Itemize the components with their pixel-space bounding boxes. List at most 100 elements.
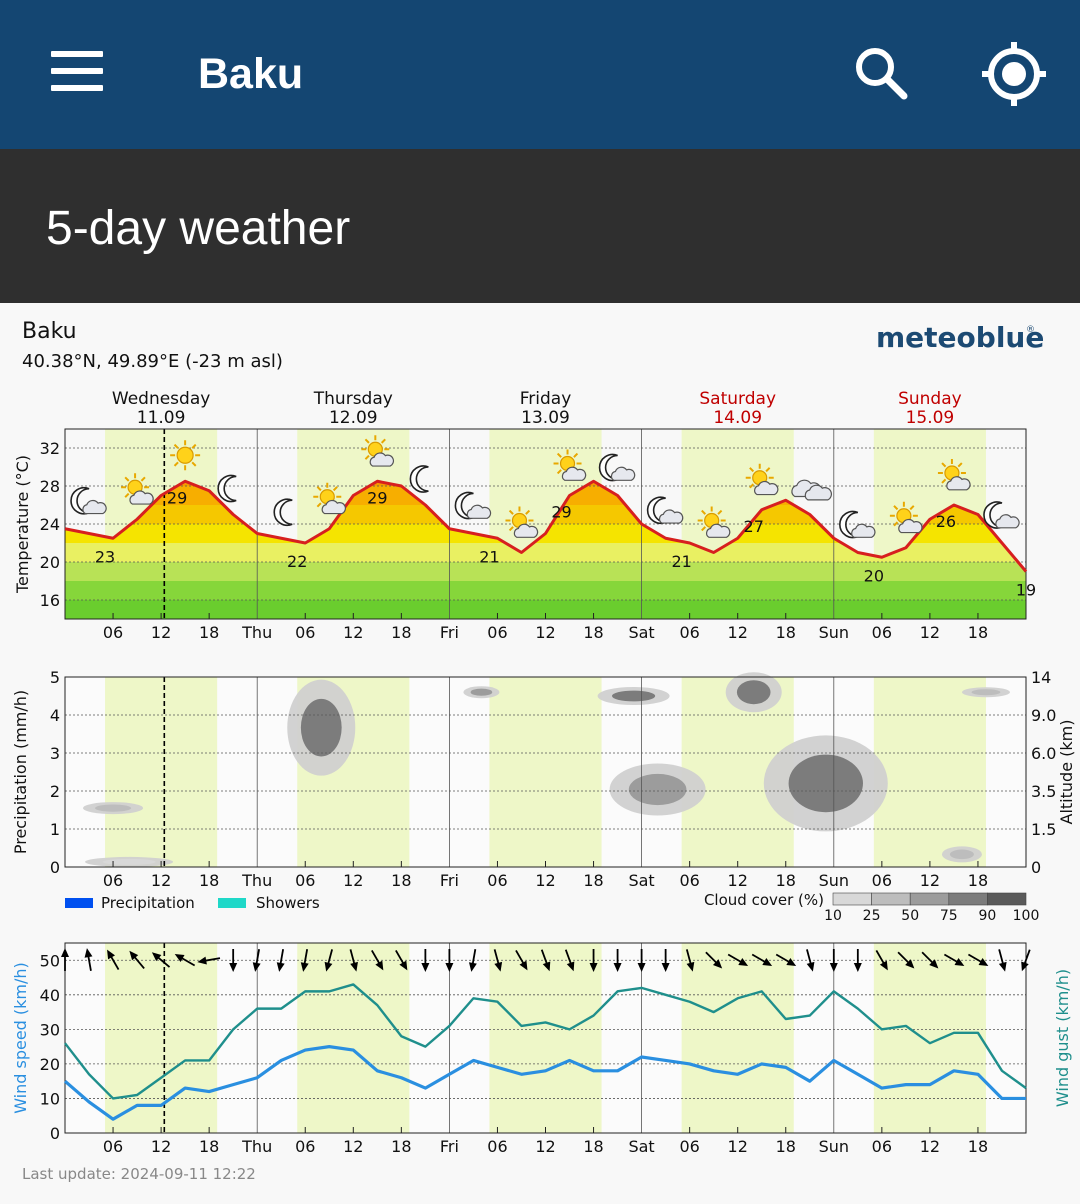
x-tick-label: 12 <box>151 871 171 890</box>
x-tick-label: 18 <box>968 623 988 642</box>
cloud-patch-core <box>300 698 342 757</box>
x-day-label: Sun <box>819 871 849 890</box>
y-tick-label: 10 <box>40 1089 60 1108</box>
cloud-cover-legend-title: Cloud cover (%) <box>704 891 824 909</box>
x-tick-label: 18 <box>199 623 219 642</box>
x-tick-label: 12 <box>920 1137 940 1156</box>
wind-speed-axis-label: Wind speed (km/h) <box>11 962 30 1114</box>
day-date: 15.09 <box>906 408 955 428</box>
x-tick-label: 18 <box>776 623 796 642</box>
moon-icon <box>273 498 293 527</box>
x-tick-label: 12 <box>535 623 555 642</box>
x-tick-label: 06 <box>295 623 315 642</box>
x-tick-label: 18 <box>776 1137 796 1156</box>
x-tick-label: 06 <box>487 871 507 890</box>
y-tick-label: 2 <box>50 782 60 801</box>
day-name: Sunday <box>898 389 962 409</box>
locate-button[interactable] <box>978 38 1050 110</box>
y-tick-label: 0 <box>50 858 60 877</box>
x-day-label: Sat <box>628 871 654 890</box>
wind-direction-arrow <box>129 950 145 970</box>
y2-tick-label: 14 <box>1031 668 1051 687</box>
temperature-line <box>64 479 1028 573</box>
x-tick-label: 06 <box>295 871 315 890</box>
sun-cloud-icon <box>745 463 779 496</box>
wind-direction-arrow <box>107 949 120 970</box>
x-tick-label: 06 <box>103 1137 123 1156</box>
showers-legend-swatch <box>218 898 246 908</box>
wind-direction-arrow <box>685 949 695 972</box>
daylight-band <box>681 943 794 1133</box>
day-name: Friday <box>520 389 572 409</box>
y-tick-label: 28 <box>40 477 60 496</box>
x-tick-label: 12 <box>343 1137 363 1156</box>
wind-direction-arrow <box>829 949 838 972</box>
x-tick-label: 12 <box>728 1137 748 1156</box>
menu-button[interactable] <box>46 48 108 94</box>
x-tick-label: 18 <box>199 1137 219 1156</box>
x-tick-label: 18 <box>968 1137 988 1156</box>
sun-cloud-icon <box>313 482 346 515</box>
x-tick-label: 18 <box>776 871 796 890</box>
cloud-cover-level: 75 <box>940 908 958 924</box>
moon-icon <box>217 474 237 503</box>
cloud-patch-core <box>628 773 687 806</box>
temperature-band <box>65 581 1026 600</box>
wind-direction-arrow <box>943 953 965 966</box>
temperature-label: 21 <box>671 552 691 571</box>
x-tick-label: 12 <box>535 871 555 890</box>
sun-cloud-icon <box>121 473 154 505</box>
y-tick-label: 3 <box>50 744 60 763</box>
y-tick-label: 4 <box>50 706 60 725</box>
day-date: 13.09 <box>521 408 570 428</box>
section-title: 5-day weather <box>46 202 351 255</box>
y-tick-label: 30 <box>40 1020 60 1039</box>
wind-direction-arrow <box>564 949 575 972</box>
cloud-cover-legend: Cloud cover (%) 10 25 50 75 90 100 <box>704 891 1039 924</box>
wind-direction-arrow <box>276 949 285 972</box>
moon-cloud-icon <box>646 496 684 525</box>
precipitation-axis-label: Precipitation (mm/h) <box>11 690 30 854</box>
x-tick-label: 06 <box>487 623 507 642</box>
moon-cloud-icon <box>839 510 876 539</box>
x-tick-label: 18 <box>968 871 988 890</box>
y-tick-label: 5 <box>50 668 60 687</box>
cloud-cover-swatch <box>948 892 988 906</box>
wind-direction-arrow <box>324 949 333 972</box>
precipitation-legend-label: Precipitation <box>101 894 195 912</box>
cloud-patch-core <box>470 688 493 696</box>
wind-gust-axis-label: Wind gust (km/h) <box>1053 969 1072 1107</box>
temperature-label: 19 <box>1016 581 1036 600</box>
y-tick-label: 0 <box>50 1124 60 1143</box>
wind-direction-arrow <box>540 949 551 972</box>
cloud-patch-core <box>971 689 1001 696</box>
wind-direction-arrow <box>998 949 1007 972</box>
cloud-patch-core <box>949 849 974 860</box>
wind-direction-arrow <box>775 953 797 966</box>
search-button[interactable] <box>848 40 914 106</box>
x-tick-label: 18 <box>199 871 219 890</box>
cloud-patch-core <box>611 690 656 702</box>
x-day-label: Fri <box>440 1137 459 1156</box>
x-tick-label: 18 <box>391 623 411 642</box>
daylight-band <box>873 943 986 1133</box>
x-tick-label: 18 <box>391 1137 411 1156</box>
x-tick-label: 12 <box>920 623 940 642</box>
wind-direction-arrow <box>705 951 723 969</box>
wind-direction-arrow <box>151 952 171 968</box>
temperature-label: 27 <box>744 517 764 536</box>
wind-direction-arrow <box>174 954 196 967</box>
x-tick-label: 18 <box>391 871 411 890</box>
x-tick-label: 06 <box>103 623 123 642</box>
temperature-label: 26 <box>936 512 956 531</box>
wind-direction-arrow <box>875 950 888 971</box>
temperature-label: 20 <box>864 566 884 585</box>
daylight-band <box>297 943 410 1133</box>
day-name: Saturday <box>699 389 776 409</box>
wind-direction-arrow <box>515 950 528 971</box>
daylight-band <box>105 677 218 867</box>
day-date: 11.09 <box>137 408 186 428</box>
wind-direction-arrow <box>84 948 93 971</box>
cloud-patch-core <box>736 680 771 705</box>
